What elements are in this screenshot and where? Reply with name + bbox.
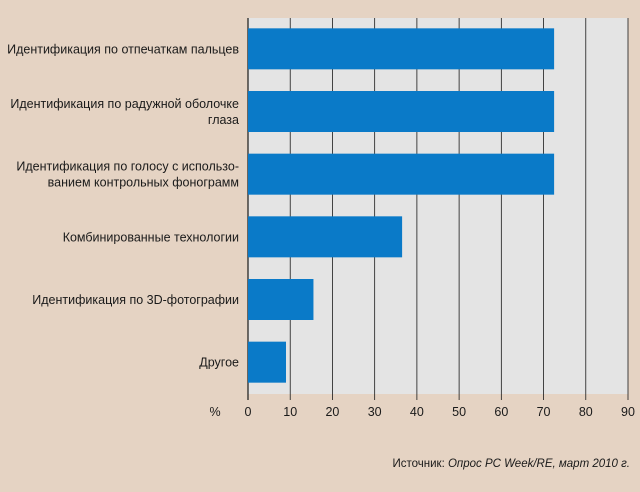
category-label: Другое bbox=[199, 356, 239, 370]
bar bbox=[248, 341, 286, 383]
x-tick-label: 50 bbox=[452, 405, 466, 419]
category-label-line: Идентификация по радужной оболочке bbox=[10, 97, 239, 111]
x-tick-label: 20 bbox=[325, 405, 339, 419]
x-tick-label: 70 bbox=[537, 405, 551, 419]
category-label: Идентификация по 3D-фотографии bbox=[32, 293, 239, 307]
source-prefix: Источник: bbox=[392, 458, 447, 470]
category-label: Идентификация по радужной оболочке глаза bbox=[10, 97, 239, 127]
x-tick-labels: 0 10 20 30 40 50 60 70 80 90 bbox=[245, 405, 635, 419]
category-label-line: глаза bbox=[208, 113, 239, 127]
plot-background bbox=[248, 18, 628, 394]
bar bbox=[248, 279, 314, 320]
bar bbox=[248, 216, 403, 258]
bar bbox=[248, 91, 555, 132]
x-unit-label: % bbox=[209, 405, 220, 419]
bars bbox=[248, 28, 555, 383]
category-labels: Идентификация по отпечаткам пальцев Идент… bbox=[7, 42, 239, 369]
bar bbox=[248, 153, 555, 195]
category-label-line: ванием контрольных фонограмм bbox=[48, 176, 239, 190]
category-label: Идентификация по отпечаткам пальцев bbox=[7, 42, 239, 56]
category-label-line: Идентификация по 3D-фотографии bbox=[32, 293, 239, 307]
bar bbox=[248, 28, 555, 70]
category-label-line: Идентификация по отпечаткам пальцев bbox=[7, 42, 239, 56]
category-label: Комбинированные технологии bbox=[63, 230, 239, 244]
category-label-line: Комбинированные технологии bbox=[63, 230, 239, 244]
x-tick-label: 60 bbox=[494, 405, 508, 419]
category-label-line: Идентификация по голосу с использо- bbox=[16, 160, 239, 174]
x-tick-label: 0 bbox=[245, 405, 252, 419]
x-tick-label: 30 bbox=[368, 405, 382, 419]
x-tick-label: 90 bbox=[621, 405, 635, 419]
category-label-line: Другое bbox=[199, 356, 239, 370]
x-tick-label: 80 bbox=[579, 405, 593, 419]
source-note: Источник: Опрос PC Week/RE, март 2010 г. bbox=[392, 458, 630, 470]
gridlines bbox=[247, 18, 629, 400]
category-label: Идентификация по голосу с использо-вание… bbox=[16, 160, 239, 190]
x-tick-label: 40 bbox=[410, 405, 424, 419]
x-tick-label: 10 bbox=[283, 405, 297, 419]
source-text: Опрос PC Week/RE, март 2010 г. bbox=[448, 458, 630, 470]
